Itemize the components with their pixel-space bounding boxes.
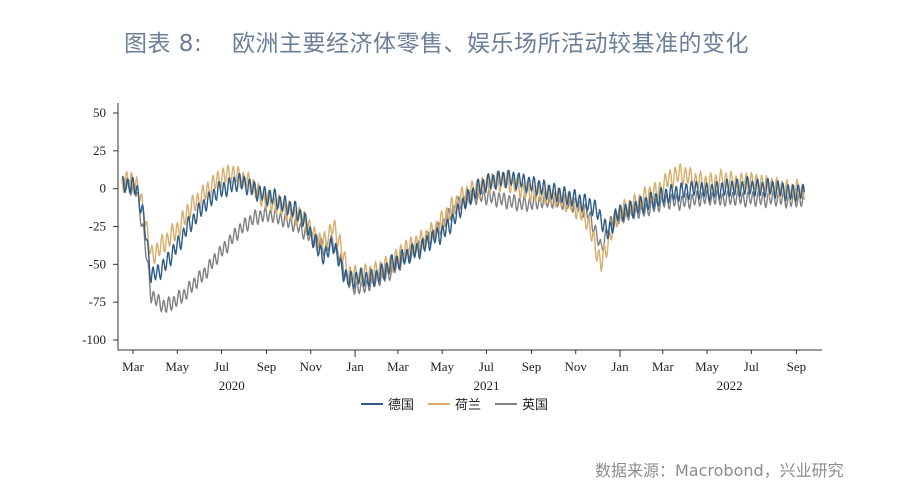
x-tick-label: Sep	[257, 359, 277, 374]
x-tick-label: Nov	[300, 359, 323, 374]
x-tick-label: May	[165, 359, 189, 374]
legend-label-uk: 英国	[522, 398, 548, 413]
x-tick-label: Jan	[346, 359, 364, 374]
x-tick-label: Jul	[479, 359, 495, 374]
data-source-note: 数据来源：Macrobond，兴业研究	[595, 461, 844, 480]
y-tick-label: -25	[89, 219, 106, 234]
y-tick-label: -75	[89, 294, 106, 309]
y-tick-label: 0	[100, 181, 107, 196]
x-tick-label: Nov	[565, 359, 588, 374]
x-year-label: 2021	[473, 378, 499, 393]
y-tick-label: 50	[93, 105, 106, 120]
y-tick-label: -50	[89, 256, 106, 271]
chart-title: 图表 8: 欧洲主要经济体零售、娱乐场所活动较基准的变化	[124, 24, 749, 58]
figure-label: 图表 8:	[124, 31, 203, 57]
x-tick-label: Jan	[611, 359, 629, 374]
y-tick-label: -100	[82, 332, 106, 347]
x-tick-label: Mar	[387, 359, 409, 374]
y-tick-label: 25	[93, 143, 106, 158]
x-tick-label: May	[695, 359, 719, 374]
x-tick-label: May	[430, 359, 454, 374]
x-tick-label: Jul	[214, 359, 230, 374]
x-tick-label: Jul	[744, 359, 760, 374]
x-year-label: 2022	[717, 378, 743, 393]
legend-label-germany: 德国	[388, 398, 414, 413]
x-tick-label: Mar	[122, 359, 144, 374]
x-tick-label: Mar	[652, 359, 674, 374]
x-tick-label: Sep	[787, 359, 807, 374]
x-tick-label: Sep	[522, 359, 542, 374]
axes: 50 25 0 -25 -50 -75 -100 Mar May Jul Sep Nov Jan Mar M…	[82, 103, 822, 393]
x-year-label: 2020	[219, 378, 245, 393]
plot-area	[121, 163, 805, 313]
legend: 德国 荷兰 英国	[361, 398, 548, 413]
legend-label-netherlands: 荷兰	[455, 398, 481, 413]
series-line-germany	[122, 169, 805, 290]
figure-title: 欧洲主要经济体零售、娱乐场所活动较基准的变化	[232, 31, 749, 57]
